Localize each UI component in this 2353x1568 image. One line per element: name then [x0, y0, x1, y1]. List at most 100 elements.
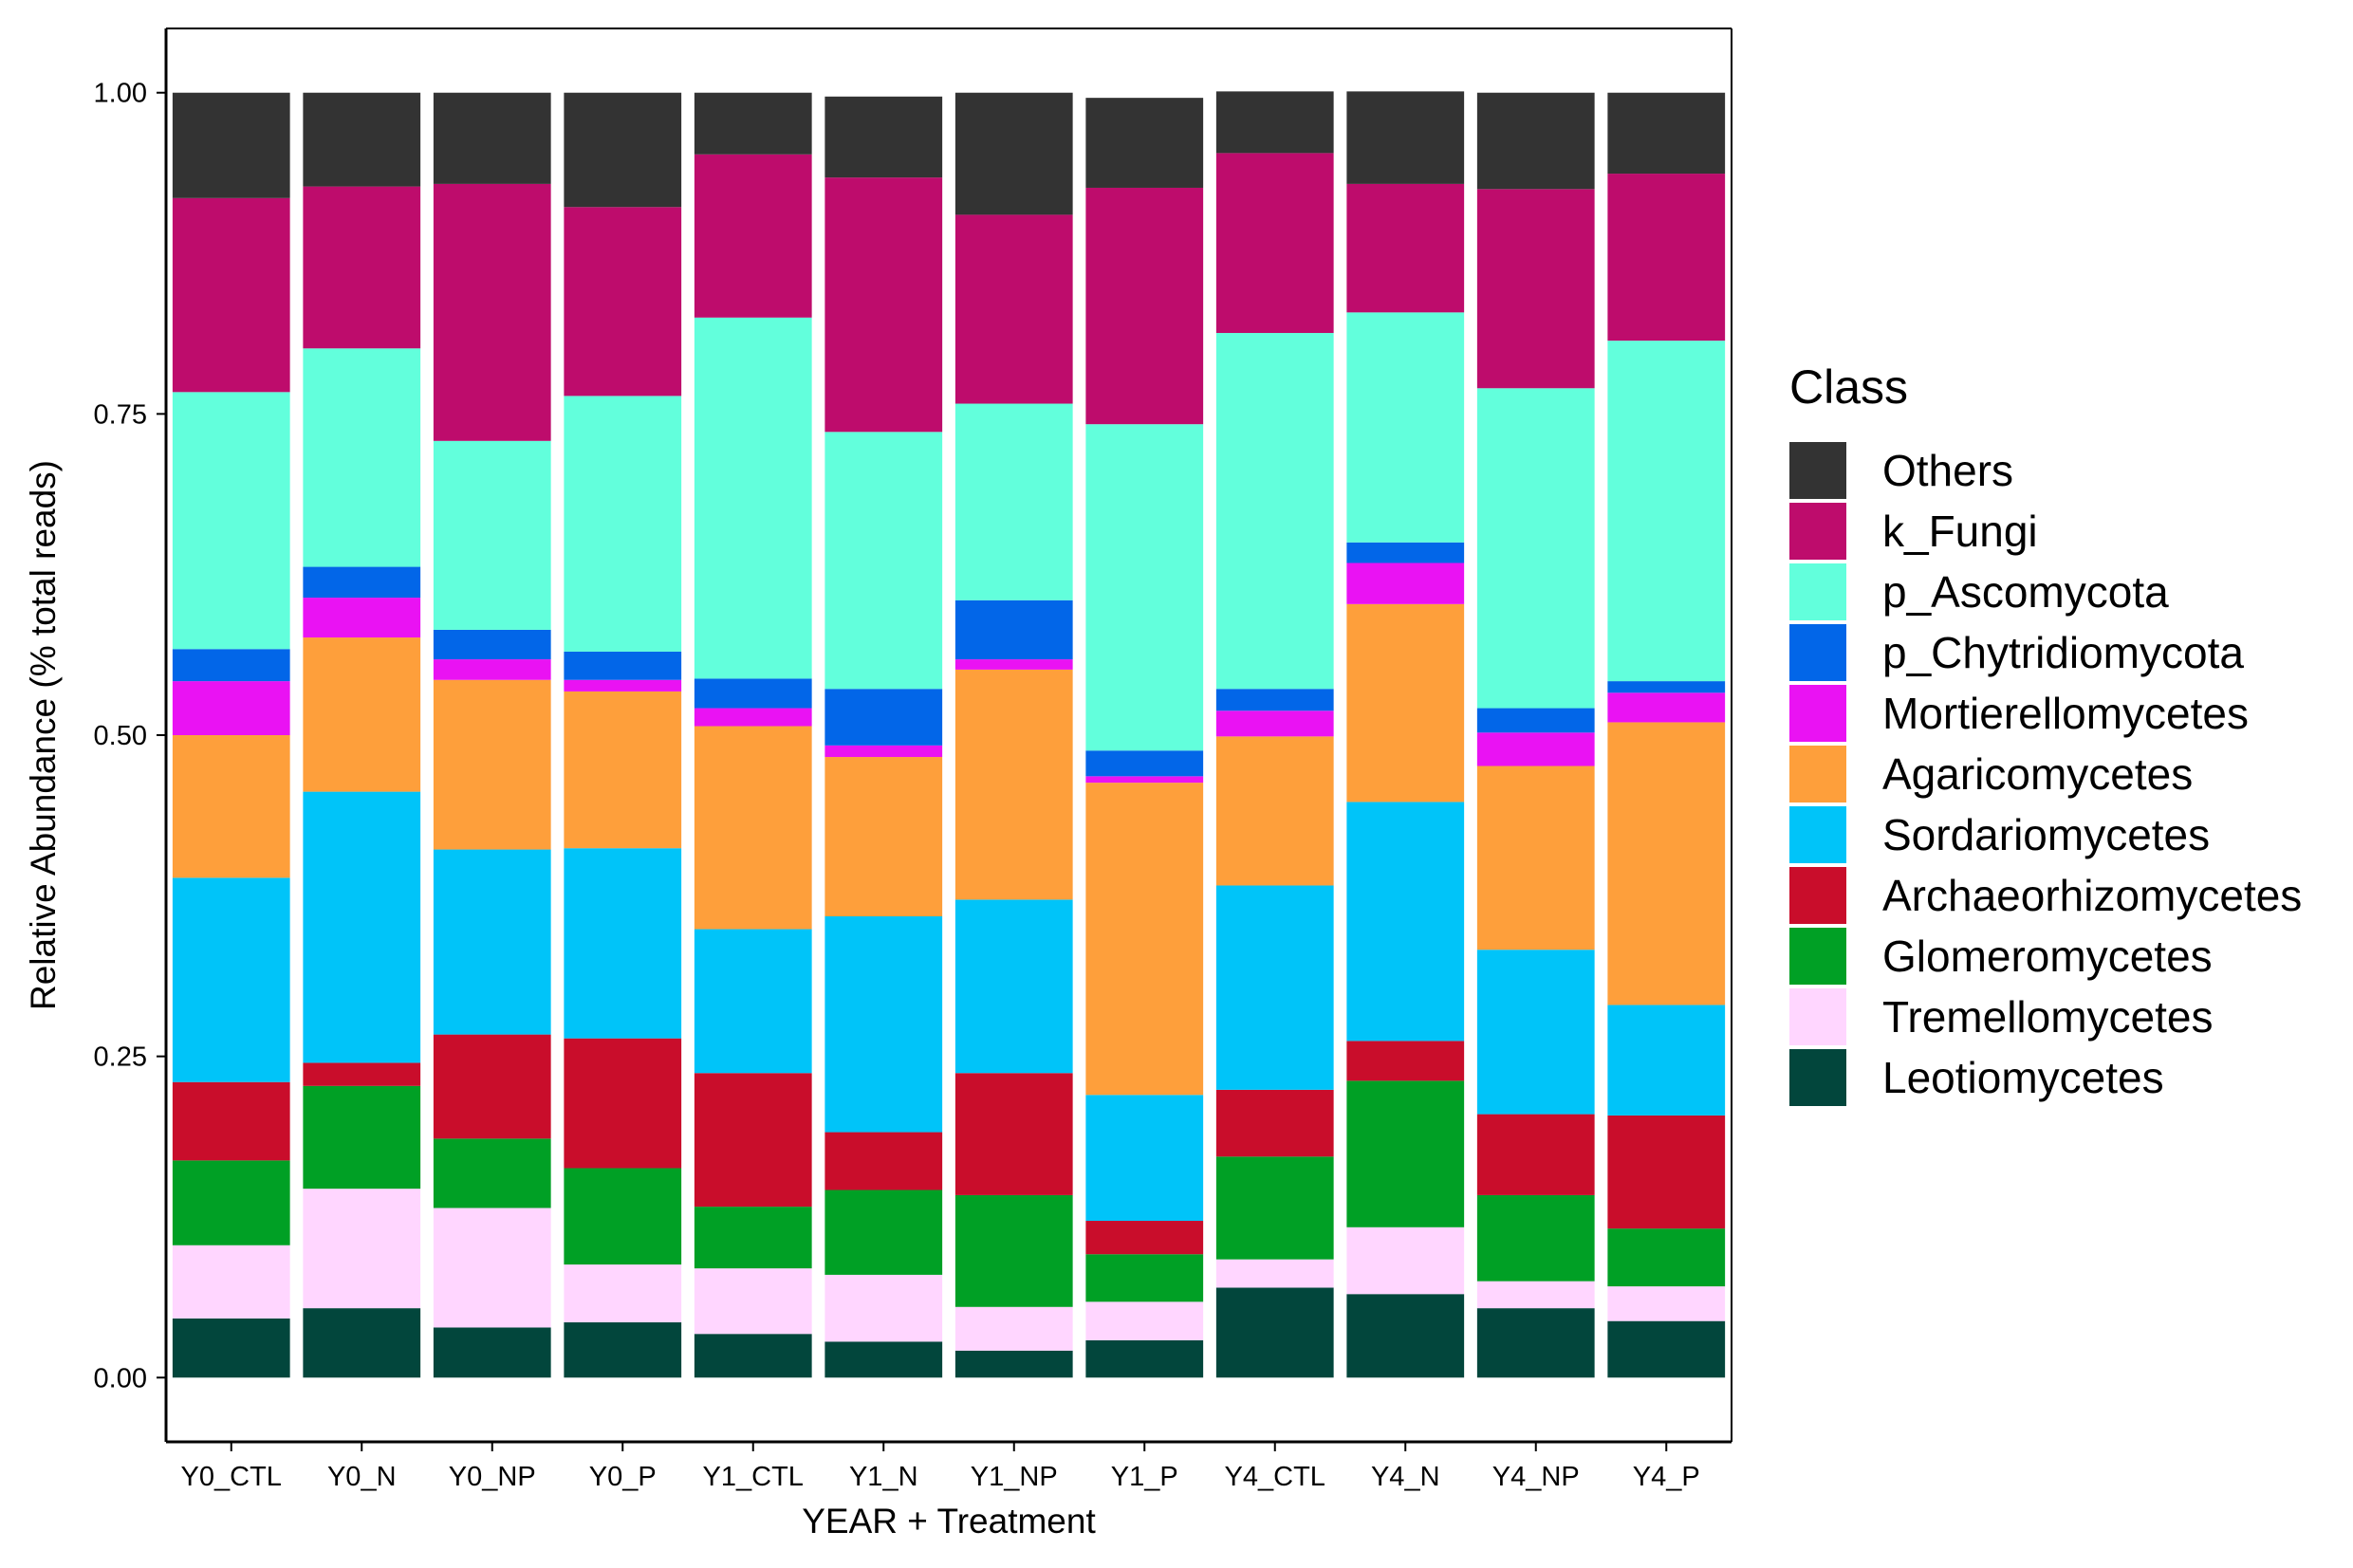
bars-group [172, 91, 1726, 1378]
bar-segment-y4-ctl-glomeromycetes [1215, 1156, 1334, 1260]
legend-key-sordariomycetes [1789, 806, 1846, 863]
bar-segment-y4-n-tremellomycetes [1346, 1227, 1465, 1295]
bar-segment-y0-n-sordariomycetes [303, 791, 421, 1063]
bar-segment-y0-np-mortierellomycetes [433, 659, 551, 680]
bar-segment-y4-n-agaricomycetes [1346, 603, 1465, 802]
bar-segment-y4-p-sordariomycetes [1607, 1005, 1726, 1116]
bar-segment-y4-ctl-leotiomycetes [1215, 1287, 1334, 1378]
bar-segment-y4-np-glomeromycetes [1476, 1194, 1595, 1282]
legend-label-tremellomycetes: Tremellomycetes [1882, 992, 2213, 1042]
x-axis-ticks: Y0_CTL Y0_N Y0_NP Y0_P Y1_CTL Y1_N Y1_NP Y1_P Y4… [181, 1442, 1700, 1492]
bar-segment-y4-n-p-ascomycota [1346, 312, 1465, 543]
bar-segment-y4-n-p-chytridiomycota [1346, 542, 1465, 563]
bar-segment-y0-n-mortierellomycetes [303, 598, 421, 638]
bar-segment-y1-ctl-p-chytridiomycota [694, 678, 812, 709]
legend-key-mortierellomycetes [1789, 685, 1846, 742]
bar-segment-y4-np-sordariomycetes [1476, 950, 1595, 1115]
bar-segment-y4-np-mortierellomycetes [1476, 732, 1595, 766]
bar-segment-y1-p-sordariomycetes [1085, 1095, 1204, 1222]
legend-key-archaeorhizomycetes [1789, 867, 1846, 924]
bar-segment-y0-np-k-fungi [433, 183, 551, 441]
bar-segment-y0-n-others [303, 92, 421, 187]
bar-segment-y4-np-k-fungi [1476, 189, 1595, 389]
x-tick-label: Y0_NP [449, 1462, 536, 1492]
bar-segment-y0-n-archaeorhizomycetes [303, 1062, 421, 1086]
y-tick-label: 0.25 [94, 1042, 147, 1073]
bar-segment-y4-ctl-agaricomycetes [1215, 736, 1334, 886]
bar-segment-y4-p-glomeromycetes [1607, 1228, 1726, 1287]
bar-segment-y0-np-leotiomycetes [433, 1327, 551, 1378]
bar-segment-y1-np-others [954, 92, 1073, 215]
bar-segment-y1-n-sordariomycetes [824, 915, 943, 1133]
bar-segment-y0-np-others [433, 92, 551, 184]
bar-segment-y1-n-others [824, 96, 943, 178]
bar-segment-y4-p-k-fungi [1607, 174, 1726, 341]
bar-segment-y1-ctl-glomeromycetes [694, 1207, 812, 1269]
bar-segment-y1-n-k-fungi [824, 177, 943, 433]
bar-segment-y0-ctl-others [172, 92, 290, 198]
x-tick-label: Y0_P [589, 1462, 657, 1492]
bar-segment-y0-p-agaricomycetes [564, 691, 682, 849]
bar-segment-y4-p-leotiomycetes [1607, 1320, 1726, 1378]
bar-segment-y1-p-mortierellomycetes [1085, 776, 1204, 784]
legend: Class Others k_Fungi p_Ascomycota p_Chytrid… [1789, 360, 2302, 1106]
bar-segment-y0-p-glomeromycetes [564, 1168, 682, 1265]
bar-segment-y1-n-p-ascomycota [824, 432, 943, 690]
bar-segment-y0-ctl-k-fungi [172, 197, 290, 393]
bar-segment-y4-p-p-chytridiomycota [1607, 681, 1726, 693]
bar-segment-y4-np-tremellomycetes [1476, 1281, 1595, 1309]
bar-segment-y4-np-p-chytridiomycota [1476, 708, 1595, 733]
bar-segment-y1-np-p-ascomycota [954, 403, 1073, 600]
plot-panel [166, 28, 1732, 1442]
bar-segment-y4-ctl-p-ascomycota [1215, 333, 1334, 690]
bar-segment-y1-ctl-leotiomycetes [694, 1334, 812, 1378]
bar-segment-y0-ctl-tremellomycetes [172, 1245, 290, 1319]
bar-segment-y4-p-archaeorhizomycetes [1607, 1115, 1726, 1229]
bar-segment-y0-p-p-ascomycota [564, 396, 682, 652]
bar-segment-y4-ctl-others [1215, 91, 1334, 154]
bar-segment-y1-p-tremellomycetes [1085, 1301, 1204, 1340]
bar-segment-y4-n-glomeromycetes [1346, 1080, 1465, 1227]
x-tick-label: Y0_N [327, 1462, 397, 1492]
bar-segment-y0-n-leotiomycetes [303, 1308, 421, 1378]
bar-segment-y0-p-others [564, 92, 682, 208]
bar-segment-y1-ctl-tremellomycetes [694, 1268, 812, 1335]
bar-segment-y1-p-agaricomycetes [1085, 783, 1204, 1096]
bar-segment-y1-n-leotiomycetes [824, 1341, 943, 1378]
x-tick-label: Y1_CTL [703, 1462, 804, 1492]
bar-segment-y1-p-glomeromycetes [1085, 1254, 1204, 1302]
y-axis-title: Relative Abundance (% total reads) [24, 460, 63, 1010]
bar-segment-y0-n-agaricomycetes [303, 637, 421, 792]
legend-key-others [1789, 442, 1846, 499]
y-axis-ticks: 0.00 0.25 0.50 0.75 1.00 [94, 79, 166, 1393]
bar-segment-y1-n-p-chytridiomycota [824, 689, 943, 746]
bar-segment-y1-np-mortierellomycetes [954, 659, 1073, 670]
legend-label-agaricomycetes: Agaricomycetes [1882, 749, 2193, 799]
legend-key-k-fungi [1789, 503, 1846, 560]
bar-segment-y0-np-agaricomycetes [433, 679, 551, 850]
bar-segment-y0-ctl-glomeromycetes [172, 1160, 290, 1245]
bar-segment-y0-p-mortierellomycetes [564, 679, 682, 692]
bar-segment-y0-ctl-sordariomycetes [172, 877, 290, 1082]
bar-segment-y1-n-tremellomycetes [824, 1274, 943, 1342]
bar-segment-y0-ctl-p-ascomycota [172, 392, 290, 650]
bar-segment-y0-n-glomeromycetes [303, 1085, 421, 1190]
bar-segment-y1-ctl-agaricomycetes [694, 726, 812, 930]
legend-label-p-chytridiomycota: p_Chytridiomycota [1882, 628, 2244, 677]
bar-segment-y0-ctl-p-chytridiomycota [172, 649, 290, 682]
bar-segment-y1-np-p-chytridiomycota [954, 600, 1073, 660]
bar-segment-y1-p-p-chytridiomycota [1085, 750, 1204, 777]
bar-segment-y0-np-p-ascomycota [433, 440, 551, 630]
bar-segment-y0-np-archaeorhizomycetes [433, 1034, 551, 1139]
bar-segment-y0-n-p-chytridiomycota [303, 566, 421, 599]
bar-segment-y0-ctl-mortierellomycetes [172, 681, 290, 735]
bar-segment-y4-np-leotiomycetes [1476, 1308, 1595, 1378]
bar-segment-y4-p-others [1607, 92, 1726, 175]
bar-segment-y0-n-tremellomycetes [303, 1189, 421, 1309]
bar-segment-y0-ctl-agaricomycetes [172, 735, 290, 878]
bar-segment-y1-p-k-fungi [1085, 187, 1204, 425]
bar-segment-y0-n-k-fungi [303, 186, 421, 349]
bar-segment-y1-np-k-fungi [954, 214, 1073, 404]
bar-segment-y1-ctl-mortierellomycetes [694, 708, 812, 727]
bar-segment-y4-n-mortierellomycetes [1346, 563, 1465, 604]
